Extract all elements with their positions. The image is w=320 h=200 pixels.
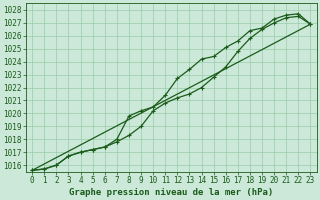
X-axis label: Graphe pression niveau de la mer (hPa): Graphe pression niveau de la mer (hPa) [69, 188, 274, 197]
